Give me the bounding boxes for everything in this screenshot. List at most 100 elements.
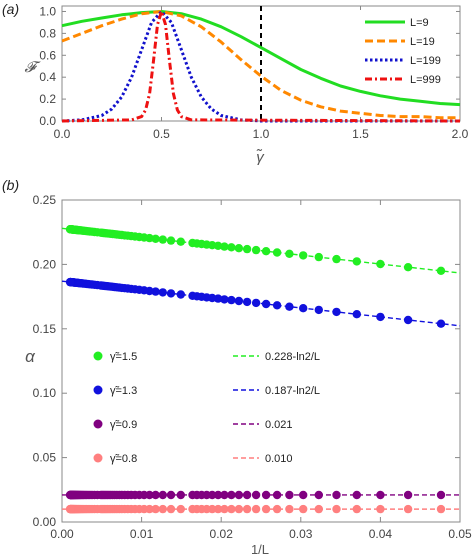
panel-b-point — [261, 490, 271, 500]
panel-b-point — [314, 504, 323, 514]
panel-b-ytick-label: 0.25 — [33, 193, 57, 207]
panel-b-point — [151, 490, 160, 500]
panel-b-point — [436, 490, 446, 500]
panel-b-point — [227, 243, 236, 252]
panel-b-point — [261, 504, 271, 514]
panel-a-xtick-label: 0.0 — [54, 127, 71, 141]
panel-b-point — [261, 299, 271, 309]
panel-a-ytick-label: 0.4 — [39, 70, 56, 84]
panel-b-series-1 — [65, 225, 446, 275]
panel-a-legend-label: L=199 — [410, 55, 441, 67]
panel-b-legend-marker — [93, 351, 103, 361]
panel-b-point — [227, 490, 236, 500]
panel-a-ytick-label: 0.8 — [39, 26, 56, 40]
panel-b-point — [213, 490, 223, 500]
panel-a-legend-label: L=9 — [410, 17, 429, 29]
panel-a-xtick-label: 1.5 — [352, 127, 369, 141]
panel-b-point — [403, 504, 413, 514]
panel-b-point — [188, 490, 197, 500]
panel-a-series-3 — [61, 10, 460, 123]
panel-b-point — [242, 297, 252, 307]
panel-b-point — [234, 490, 244, 500]
panel-b-point — [436, 266, 446, 275]
panel-b-point — [332, 254, 341, 264]
panel-a-series-2 — [61, 10, 460, 120]
panel-b-point — [65, 277, 75, 287]
panel-b-legend-fit-label: 0.021 — [265, 419, 293, 431]
panel-b-point — [251, 490, 261, 500]
panel-b-point — [299, 504, 308, 514]
panel-b-legend-label: γ̃=1.3 — [110, 385, 137, 397]
panel-b-point — [176, 237, 185, 246]
panel-b-point — [227, 295, 236, 305]
panel-b-legend-fit-label: 0.010 — [265, 453, 293, 465]
panel-b-point — [188, 291, 197, 300]
panel-b-point — [242, 244, 252, 254]
panel-b-point — [166, 289, 176, 298]
panel-b-point — [234, 244, 244, 253]
panel-b-legend-label: γ̃=0.9 — [110, 419, 137, 431]
panel-b-xtick-label: 0.01 — [130, 527, 154, 541]
panel-b-point — [376, 312, 385, 322]
panel-b-point — [352, 504, 361, 514]
panel-b-point — [158, 490, 167, 500]
panel-b-point — [151, 234, 160, 243]
panel-b-ytick-label: 0.00 — [33, 515, 57, 529]
panel-b-point — [65, 504, 75, 514]
panel-b-point — [242, 490, 252, 500]
panel-b-xlabel: 1/L — [251, 542, 269, 557]
panel-b-point — [158, 235, 167, 244]
panel-b-xtick-label: 0.00 — [50, 527, 74, 541]
panel-b-point — [285, 490, 294, 500]
panel-b-legend-label: γ̃=1.5 — [110, 351, 137, 363]
panel-b-point — [151, 504, 160, 514]
panel-b-point — [285, 249, 294, 258]
panel-b-point — [166, 504, 176, 514]
panel-b-point — [332, 504, 341, 514]
panel-b-ylabel: α — [25, 347, 36, 366]
panel-a-xlabel: γ̃ — [256, 149, 266, 166]
panel-b-point — [188, 238, 197, 248]
panel-a-ytick-label: 1.0 — [39, 4, 56, 18]
panel-b-point — [403, 315, 413, 325]
panel-b-point — [234, 504, 244, 514]
panel-b-legend-marker — [93, 453, 103, 463]
panel-b-xtick-label: 0.04 — [369, 527, 393, 541]
panel-b-xtick-label: 0.05 — [448, 527, 472, 541]
panel-b-point — [220, 242, 229, 251]
panel-b-ytick-label: 0.10 — [33, 386, 57, 400]
panel-b-xtick-label: 0.03 — [289, 527, 313, 541]
panel-b-point — [251, 504, 261, 514]
panel-b-ytick-label: 0.15 — [33, 322, 57, 336]
panel-b-point — [332, 307, 341, 317]
panel-a-legend-label: L=19 — [410, 36, 435, 48]
panel-b-point — [299, 304, 308, 313]
panel-b-point — [403, 490, 413, 500]
panel-a-series-1 — [61, 10, 461, 107]
panel-b-point — [314, 252, 323, 262]
panel-a-plot: 0.0 0.5 1.0 1.5 2.0 0.0 0.2 0.4 0.6 0.8 1.0 L=9 L=19… — [39, 4, 468, 141]
panel-b-point — [436, 319, 446, 328]
panel-b-point — [272, 301, 282, 310]
panel-b-ytick-label: 0.20 — [33, 257, 57, 271]
panel-b-legend: γ̃=1.5 0.228-ln2/L γ̃=1.3 0.187-ln2/L γ̃=0.9… — [93, 351, 320, 465]
panel-b-point — [436, 504, 446, 514]
panel-b-point — [220, 295, 229, 304]
panel-b-point — [299, 490, 308, 500]
panel-b-frame — [61, 199, 461, 523]
panel-b-point — [251, 245, 261, 255]
panel-b-series-2 — [65, 277, 446, 328]
panel-b-series-3 — [65, 490, 446, 500]
panel-b-point — [151, 287, 160, 296]
panel-b-legend-fit-label: 0.228-ln2/L — [265, 351, 320, 363]
panel-a-ytick-label: 0.0 — [39, 114, 56, 128]
panel-b-legend-marker — [93, 419, 103, 429]
panel-b-point — [227, 504, 236, 514]
panel-b-point — [376, 504, 385, 514]
panel-b-point — [234, 296, 244, 306]
panel-b-point — [352, 310, 361, 319]
panel-b-point — [242, 504, 252, 514]
panel-b-point — [272, 504, 282, 514]
panel-b-point — [158, 504, 167, 514]
panel-b-xtick-label: 0.02 — [210, 527, 234, 541]
